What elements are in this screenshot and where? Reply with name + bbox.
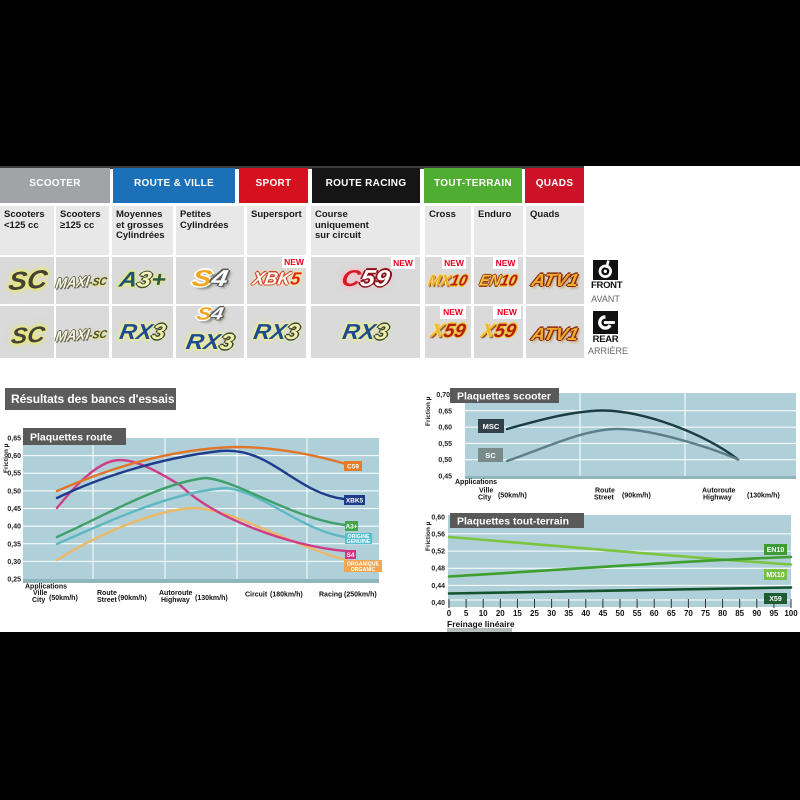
svg-text:ORGANIC: ORGANIC [351, 567, 376, 573]
svg-text:85: 85 [735, 609, 744, 618]
svg-text:0,60: 0,60 [438, 425, 452, 432]
svg-text:0,25: 0,25 [7, 577, 21, 584]
svg-text:Plaquettes scooter: Plaquettes scooter [457, 391, 551, 403]
svg-text:Applications: Applications [25, 584, 67, 591]
svg-text:Route: Route [595, 488, 615, 495]
svg-text:0,48: 0,48 [431, 566, 445, 573]
svg-text:65: 65 [667, 609, 676, 618]
svg-text:(130km/h): (130km/h) [195, 595, 228, 602]
svg-text:(90km/h): (90km/h) [622, 493, 651, 500]
svg-text:Street: Street [594, 495, 615, 502]
svg-text:GENUINE: GENUINE [347, 539, 371, 545]
svg-text:45: 45 [598, 609, 607, 618]
svg-text:SC: SC [485, 451, 496, 460]
svg-text:0,65: 0,65 [438, 408, 452, 415]
svg-text:30: 30 [547, 609, 556, 618]
svg-text:Circuit: Circuit [245, 592, 268, 599]
svg-text:0,45: 0,45 [438, 474, 452, 481]
svg-text:0,55: 0,55 [438, 441, 452, 448]
svg-text:0,40: 0,40 [7, 524, 21, 531]
svg-text:75: 75 [701, 609, 710, 618]
svg-text:0,50: 0,50 [438, 457, 452, 464]
svg-text:Plaquettes tout-terrain: Plaquettes tout-terrain [457, 516, 569, 528]
svg-text:(50km/h): (50km/h) [49, 595, 78, 602]
svg-text:90: 90 [752, 609, 761, 618]
svg-text:XBK5: XBK5 [346, 498, 364, 505]
svg-text:Street: Street [97, 597, 118, 604]
svg-text:0,30: 0,30 [7, 559, 21, 566]
svg-text:70: 70 [684, 609, 693, 618]
svg-text:Friction µ: Friction µ [425, 521, 432, 551]
svg-text:60: 60 [650, 609, 659, 618]
svg-text:(250km/h): (250km/h) [344, 592, 377, 599]
svg-text:25: 25 [530, 609, 539, 618]
svg-text:Highway: Highway [703, 495, 732, 502]
svg-text:ORIGINE: ORIGINE [348, 534, 370, 540]
svg-text:(90km/h): (90km/h) [118, 595, 147, 602]
svg-text:0,60: 0,60 [431, 514, 445, 521]
svg-text:40: 40 [581, 609, 590, 618]
svg-text:City: City [478, 495, 491, 502]
svg-text:0,70: 0,70 [436, 392, 450, 399]
svg-text:55: 55 [633, 609, 642, 618]
svg-text:A3+: A3+ [345, 524, 357, 531]
svg-text:Ville: Ville [33, 590, 47, 597]
svg-text:(130km/h): (130km/h) [747, 493, 780, 500]
svg-text:MX10: MX10 [766, 572, 784, 579]
svg-text:15: 15 [513, 609, 522, 618]
svg-text:0,45: 0,45 [7, 506, 21, 513]
svg-text:Autoroute: Autoroute [159, 590, 193, 597]
svg-text:Route: Route [97, 590, 117, 597]
svg-text:Applications: Applications [455, 479, 497, 486]
svg-text:(50km/h): (50km/h) [498, 493, 527, 500]
svg-text:0: 0 [447, 609, 452, 618]
svg-text:0,40: 0,40 [431, 600, 445, 607]
svg-text:X59: X59 [769, 596, 782, 603]
svg-text:95: 95 [769, 609, 778, 618]
svg-text:0,55: 0,55 [7, 471, 21, 478]
svg-text:35: 35 [564, 609, 573, 618]
svg-text:S4: S4 [347, 552, 355, 559]
svg-text:Friction µ: Friction µ [425, 396, 432, 426]
svg-text:Autoroute: Autoroute [702, 488, 736, 495]
svg-text:0,65: 0,65 [7, 436, 21, 443]
svg-text:EN10: EN10 [767, 547, 785, 554]
svg-text:Racing: Racing [319, 592, 342, 599]
svg-text:City: City [32, 597, 45, 604]
svg-text:MSC: MSC [483, 422, 500, 431]
svg-text:0,52: 0,52 [431, 549, 445, 556]
svg-text:Highway: Highway [161, 597, 190, 604]
svg-text:Plaquettes route: Plaquettes route [30, 432, 112, 444]
svg-text:C59: C59 [347, 464, 359, 471]
svg-text:(180km/h): (180km/h) [270, 592, 303, 599]
svg-text:ORGANIQUE: ORGANIQUE [347, 562, 380, 568]
svg-text:Ville: Ville [479, 488, 493, 495]
svg-text:20: 20 [496, 609, 505, 618]
svg-text:80: 80 [718, 609, 727, 618]
svg-text:0,60: 0,60 [7, 453, 21, 460]
svg-text:10: 10 [479, 609, 488, 618]
svg-text:0,35: 0,35 [7, 541, 21, 548]
svg-text:Freinage linéaire: Freinage linéaire [447, 619, 515, 629]
svg-text:50: 50 [616, 609, 625, 618]
svg-text:5: 5 [464, 609, 469, 618]
svg-text:Friction µ: Friction µ [3, 443, 10, 473]
svg-text:0,50: 0,50 [7, 488, 21, 495]
svg-text:100: 100 [784, 609, 798, 618]
svg-text:0,44: 0,44 [431, 583, 445, 590]
svg-text:0,56: 0,56 [431, 531, 445, 538]
